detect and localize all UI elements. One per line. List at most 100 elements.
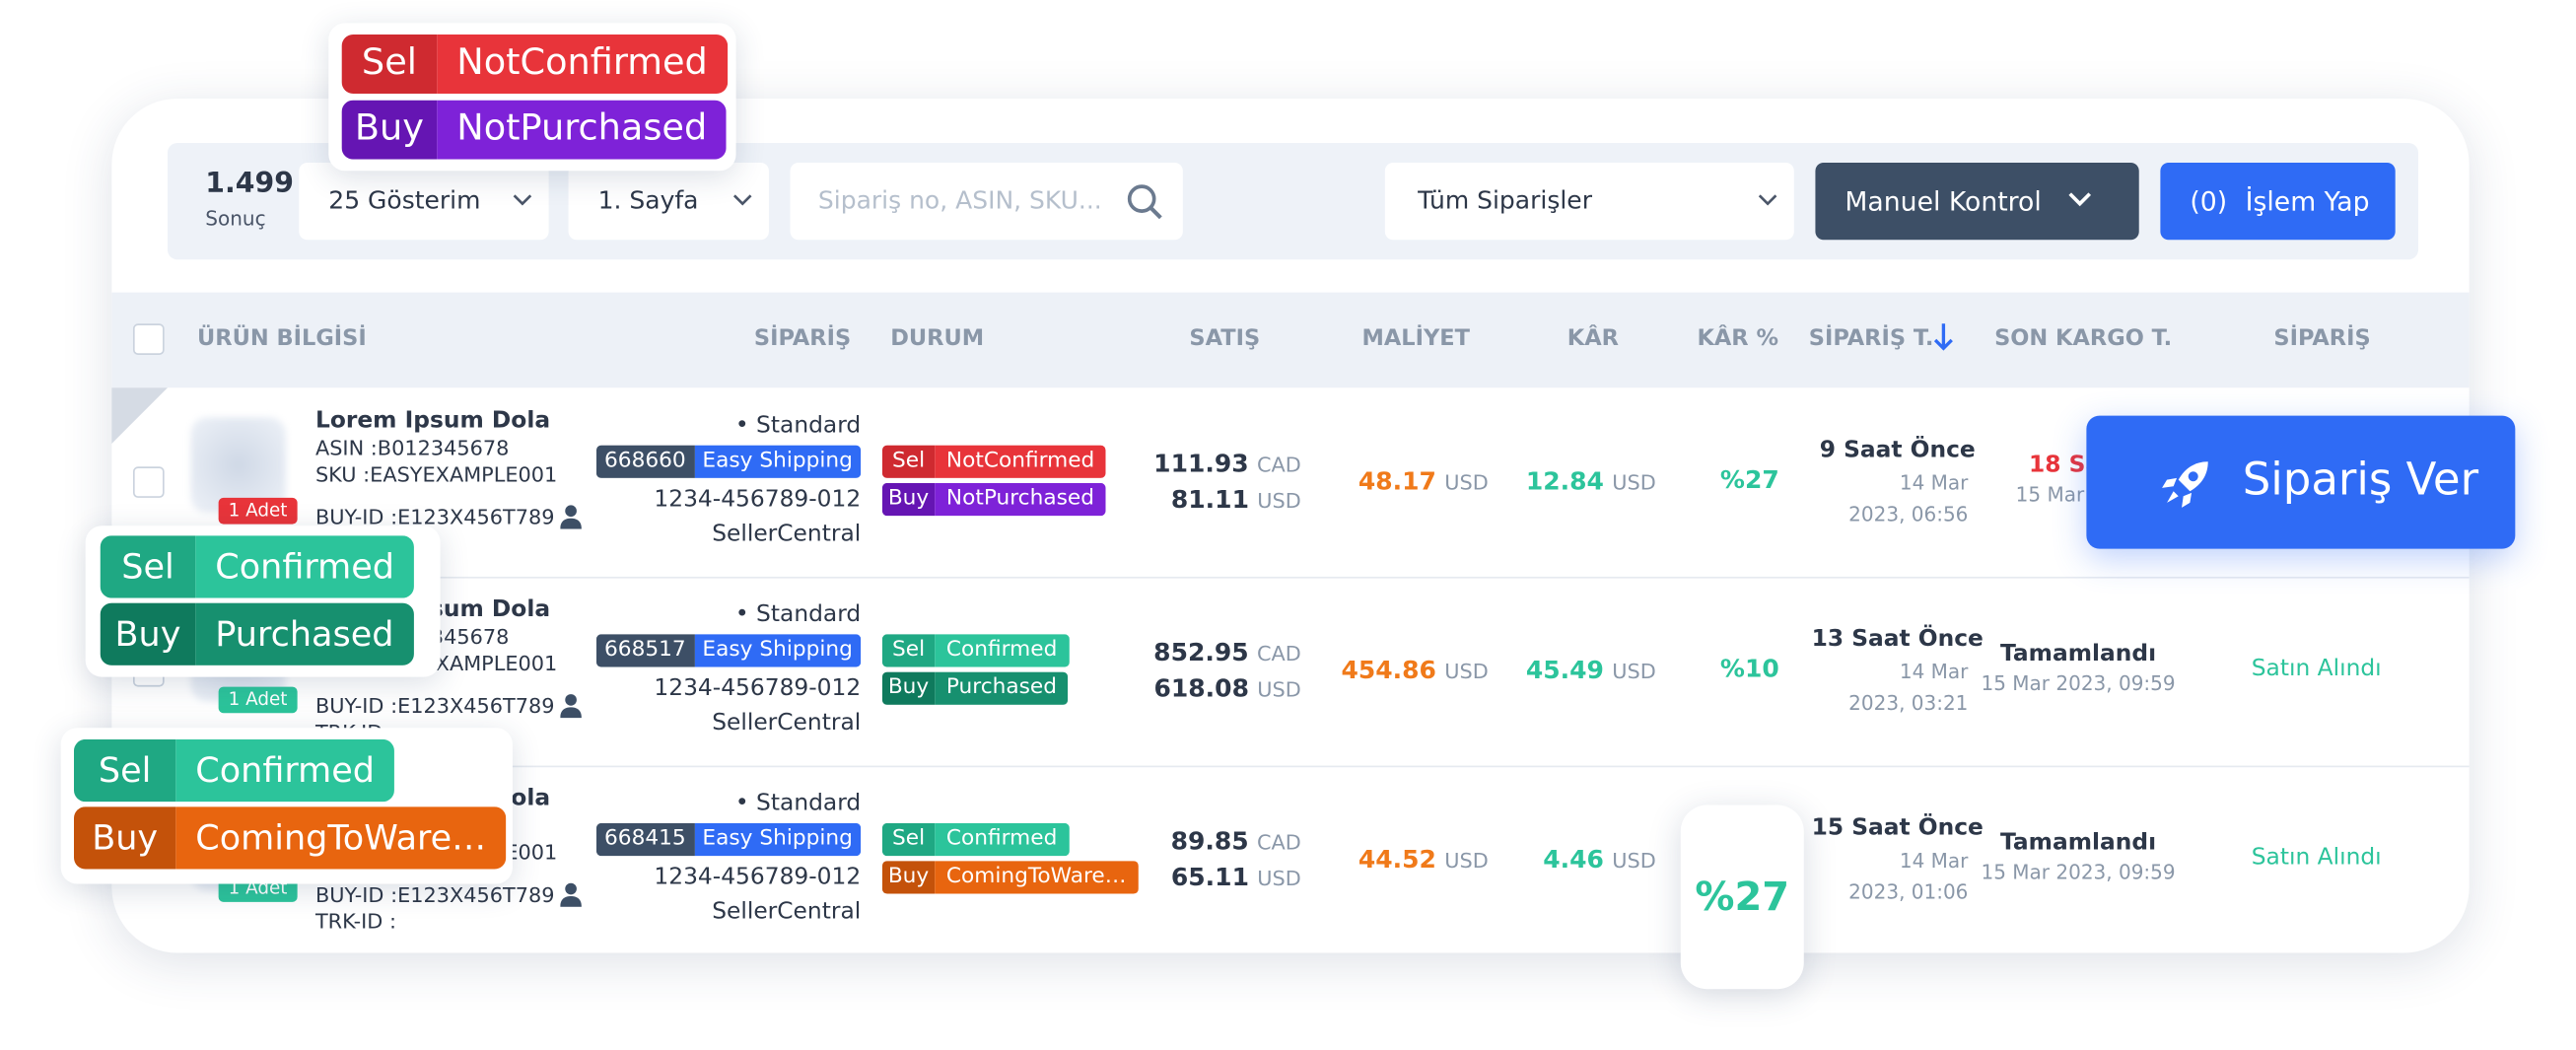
sel-status-badge: Sel Confirmed [881,634,1070,667]
badge-status: Purchased [195,602,414,665]
badge-status: Confirmed [175,738,395,803]
action-button[interactable]: (0) İşlem Yap [2160,162,2396,241]
select-all-checkbox[interactable] [132,323,165,355]
profit: 45.49 USD [1526,656,1656,685]
user-icon [560,693,582,719]
sale-usd: 65.11 USD [1171,863,1301,892]
cost-currency: USD [1444,847,1489,873]
order-age: 13 Saat Önce [1811,625,1984,653]
table-header [111,292,2470,388]
order-number: 668517 [595,634,695,667]
profit-value: 12.84 [1525,466,1604,497]
mode-select[interactable]: Manuel Kontrol [1815,162,2139,241]
shipping-date: 15 Mar 2023, 09:59 [1981,671,2176,695]
user-icon [560,505,582,529]
buy-status-badge: Buy ComingToWare… [881,861,1139,894]
badge-status: NotPurchased [437,100,728,160]
search-input[interactable]: Sipariş no, ASIN, SKU... [790,162,1183,241]
sale-usd-value: 65.11 [1170,862,1249,892]
page-size: 25 Gösterim [328,185,481,216]
callout-buy-badge: Buy ComingToWare… [73,806,507,870]
quantity-badge: 1 Adet [218,497,298,525]
column-header: MALİYET [1361,324,1471,352]
sort-arrow[interactable] [1933,322,1953,352]
channel: SellerCentral [712,898,862,926]
buy-status-badge: Buy Purchased [881,671,1069,705]
badge-status: Confirmed [935,822,1070,857]
column-header: SİPARİŞ [2273,324,2371,352]
badge-label: Sel [341,34,438,94]
sale-usd-value: 618.08 [1153,673,1249,704]
product-image [190,417,286,513]
cost: 44.52 USD [1358,845,1489,875]
order-tags: 668415 Easy Shipping [595,822,862,857]
badge-status: NotPurchased [935,482,1106,517]
filter-select[interactable]: Tüm Siparişler [1384,162,1794,241]
sale-usd: 81.11 USD [1171,485,1301,515]
shipping-type: Easy Shipping [694,634,862,667]
sale-usd-currency: USD [1257,866,1301,891]
order-id: 1234-456789-012 [654,674,862,702]
order-type: • Standard [734,790,862,817]
sale-cad-currency: CAD [1256,640,1301,665]
page-size-select[interactable]: 25 Gösterim [299,162,549,241]
sale-cad-currency: CAD [1256,452,1301,477]
sale-cad: 852.95 CAD [1153,638,1301,667]
order-type: • Standard [734,412,862,439]
cost-value: 48.17 [1358,466,1436,497]
profit: 4.46 USD [1543,845,1656,875]
shipping-type: Easy Shipping [694,822,862,857]
sale-cad-currency: CAD [1256,829,1301,855]
column-header: SATIŞ [1189,324,1261,352]
callout-buy-badge: Buy Purchased [100,602,414,665]
sale-usd-value: 81.11 [1170,484,1249,515]
order-number: 668660 [595,445,695,478]
filter: Tüm Siparişler [1418,185,1592,216]
sale-usd-currency: USD [1257,487,1301,513]
corner-fold [111,387,168,444]
sale-cad: 111.93 CAD [1153,449,1301,478]
badge-label: Sel [881,822,936,857]
order-status: Satın Alındı [2251,655,2382,682]
sale-usd: 618.08 USD [1153,673,1300,703]
shipping-type: Easy Shipping [694,445,862,478]
row-checkbox[interactable] [132,466,165,498]
badge-status: NotConfirmed [437,34,728,94]
badge-label: Buy [881,861,936,894]
rocket-icon [2162,461,2208,508]
chevron [513,194,532,206]
badge-status: Purchased [935,671,1069,705]
search-icon [1127,184,1162,220]
badge-status: ComingToWare… [175,806,507,870]
order-button[interactable]: Sipariş Ver [2086,415,2516,549]
badge-status: ComingToWare… [935,861,1139,894]
chevron [1758,194,1777,206]
shipping-date: 15 Mar 2023, 09:59 [1981,861,2176,884]
order-age: 9 Saat Önce [1819,437,1976,463]
shipping-status: Tamamlandı [2000,640,2157,667]
buy-id: BUY-ID :E123X456T789 [314,504,555,529]
badge-label: Sel [881,445,936,478]
user-glyph [560,505,582,529]
order-date: 14 Mar 2023, 01:06 [1848,849,1969,904]
page-select[interactable]: 1. Sayfa [568,162,769,241]
order-id: 1234-456789-012 [654,864,862,891]
column-header: DURUM [890,324,985,352]
result-label: Sonuç [205,206,266,231]
badge-label: Buy [881,671,936,705]
order-type: • Standard [734,600,862,628]
column-header: KÂR % [1697,324,1778,352]
user-glyph [560,694,582,719]
action-label: İşlem Yap [2245,185,2370,217]
sku: SKU :EASYEXAMPLE001 [314,461,558,487]
product-title: Lorem Ipsum Dola [314,407,551,434]
floating-percent: %27 [1680,805,1804,990]
sale-cad-value: 89.85 [1170,826,1249,857]
column-header: SİPARİŞ [753,324,852,352]
order-age: 15 Saat Önce [1811,814,1984,842]
badge-status: NotConfirmed [935,445,1106,478]
callout-sel-badge: Sel Confirmed [100,535,414,598]
asin: ASIN :B012345678 [314,435,510,460]
sel-status-badge: Sel NotConfirmed [881,445,1106,478]
cost: 48.17 USD [1358,466,1489,496]
